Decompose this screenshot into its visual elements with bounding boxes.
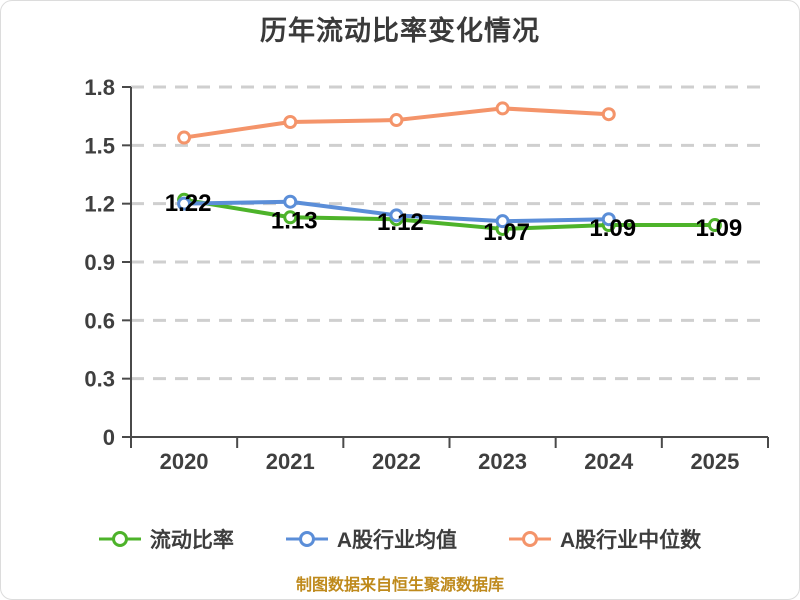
data-label: 1.09 (589, 215, 636, 242)
data-point-marker (177, 130, 192, 145)
legend-item-2: A股行业中位数 (509, 524, 701, 554)
legend-label: A股行业中位数 (560, 529, 702, 552)
data-point-marker (389, 208, 404, 223)
x-tick-label: 2021 (266, 449, 315, 474)
data-point-marker (283, 115, 298, 129)
y-tick-label: 1.2 (84, 192, 115, 217)
data-point-marker (601, 107, 616, 122)
axes: 0 0.3 0.6 0.9 1.2 1.5 1.8 2020 2021 2022 2023 2024 2… (84, 75, 769, 474)
chart-title: 历年流动比率变化情况 (260, 16, 540, 46)
x-tick-label: 2020 (160, 449, 209, 474)
x-tick-label: 2023 (478, 449, 527, 474)
y-tick-label: 0.9 (84, 250, 115, 275)
data-point-marker (283, 194, 298, 209)
legend-label: 流动比率 (149, 529, 234, 552)
series-line-2 (177, 101, 616, 145)
data-point-marker (601, 212, 616, 227)
chart-legend: 流动比率 A股行业均值 A股行业中位数 (1, 522, 799, 556)
legend-marker-icon (98, 531, 141, 547)
y-tick-label: 1.8 (84, 75, 115, 100)
gridlines (131, 85, 768, 381)
data-label: 1.13 (271, 207, 318, 234)
data-label: 1.07 (483, 219, 530, 246)
data-point-marker (389, 113, 404, 128)
legend-label: A股行业均值 (336, 529, 457, 552)
data-point-marker (495, 101, 510, 116)
data-point-marker (495, 214, 510, 229)
data-point-marker (707, 218, 722, 233)
source-note: 制图数据来自恒生聚源数据库 (295, 577, 504, 594)
x-tick-label: 2022 (372, 449, 421, 474)
legend-marker-icon (285, 531, 328, 547)
data-point-marker (177, 196, 192, 211)
y-tick-label: 0.3 (84, 367, 115, 392)
data-label: 1.09 (696, 215, 743, 242)
x-tick-label: 2024 (584, 449, 634, 474)
legend-item-0: 流动比率 (98, 524, 234, 554)
data-labels: 1.22 1.13 1.12 1.07 1.09 1.09 (165, 190, 743, 246)
y-tick-label: 1.5 (84, 133, 115, 158)
y-tick-label: 0 (103, 425, 115, 450)
x-tick-label: 2025 (690, 449, 739, 474)
series-line-1 (177, 194, 616, 229)
legend-marker-icon (509, 531, 551, 547)
data-label: 1.22 (165, 190, 212, 217)
data-label: 1.12 (377, 209, 424, 236)
y-tick-label: 0.6 (84, 308, 115, 333)
legend-item-1: A股行业均值 (285, 524, 457, 554)
data-point-marker (283, 210, 298, 225)
